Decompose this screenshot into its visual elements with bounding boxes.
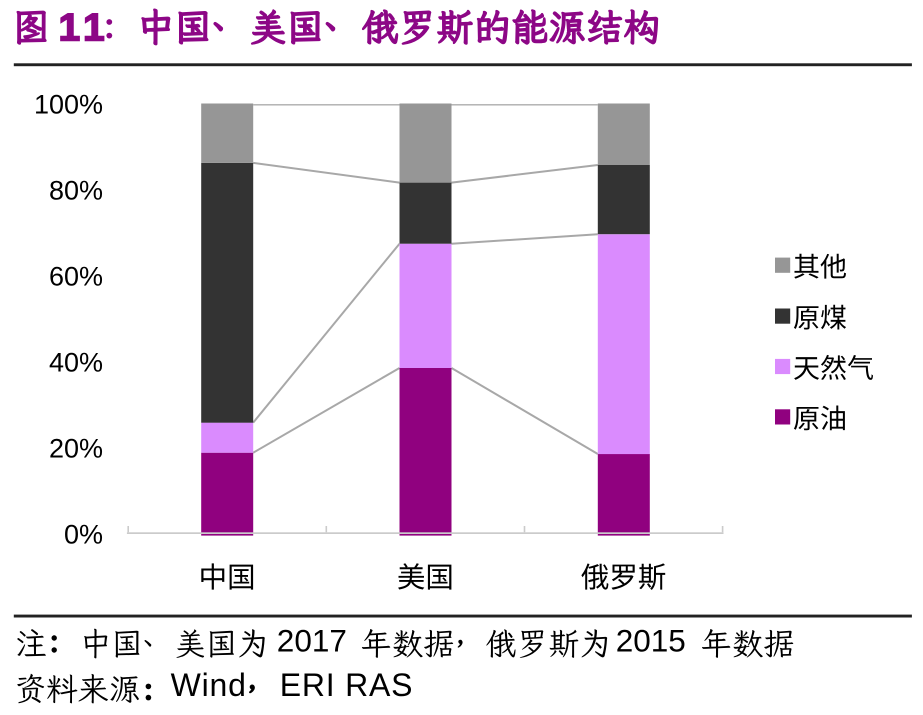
svg-text:2017: 2017: [277, 623, 347, 659]
svg-text:80%: 80%: [49, 176, 103, 206]
svg-text:40%: 40%: [49, 348, 103, 378]
svg-text:60%: 60%: [49, 262, 103, 292]
svg-text:20%: 20%: [49, 434, 103, 464]
svg-text:2015: 2015: [616, 623, 686, 659]
svg-text:0%: 0%: [64, 520, 103, 550]
svg-text:11: 11: [59, 7, 110, 50]
svg-text:100%: 100%: [34, 90, 103, 120]
svg-text:Wind: Wind: [171, 667, 247, 703]
svg-text:ERI RAS: ERI RAS: [280, 667, 414, 703]
